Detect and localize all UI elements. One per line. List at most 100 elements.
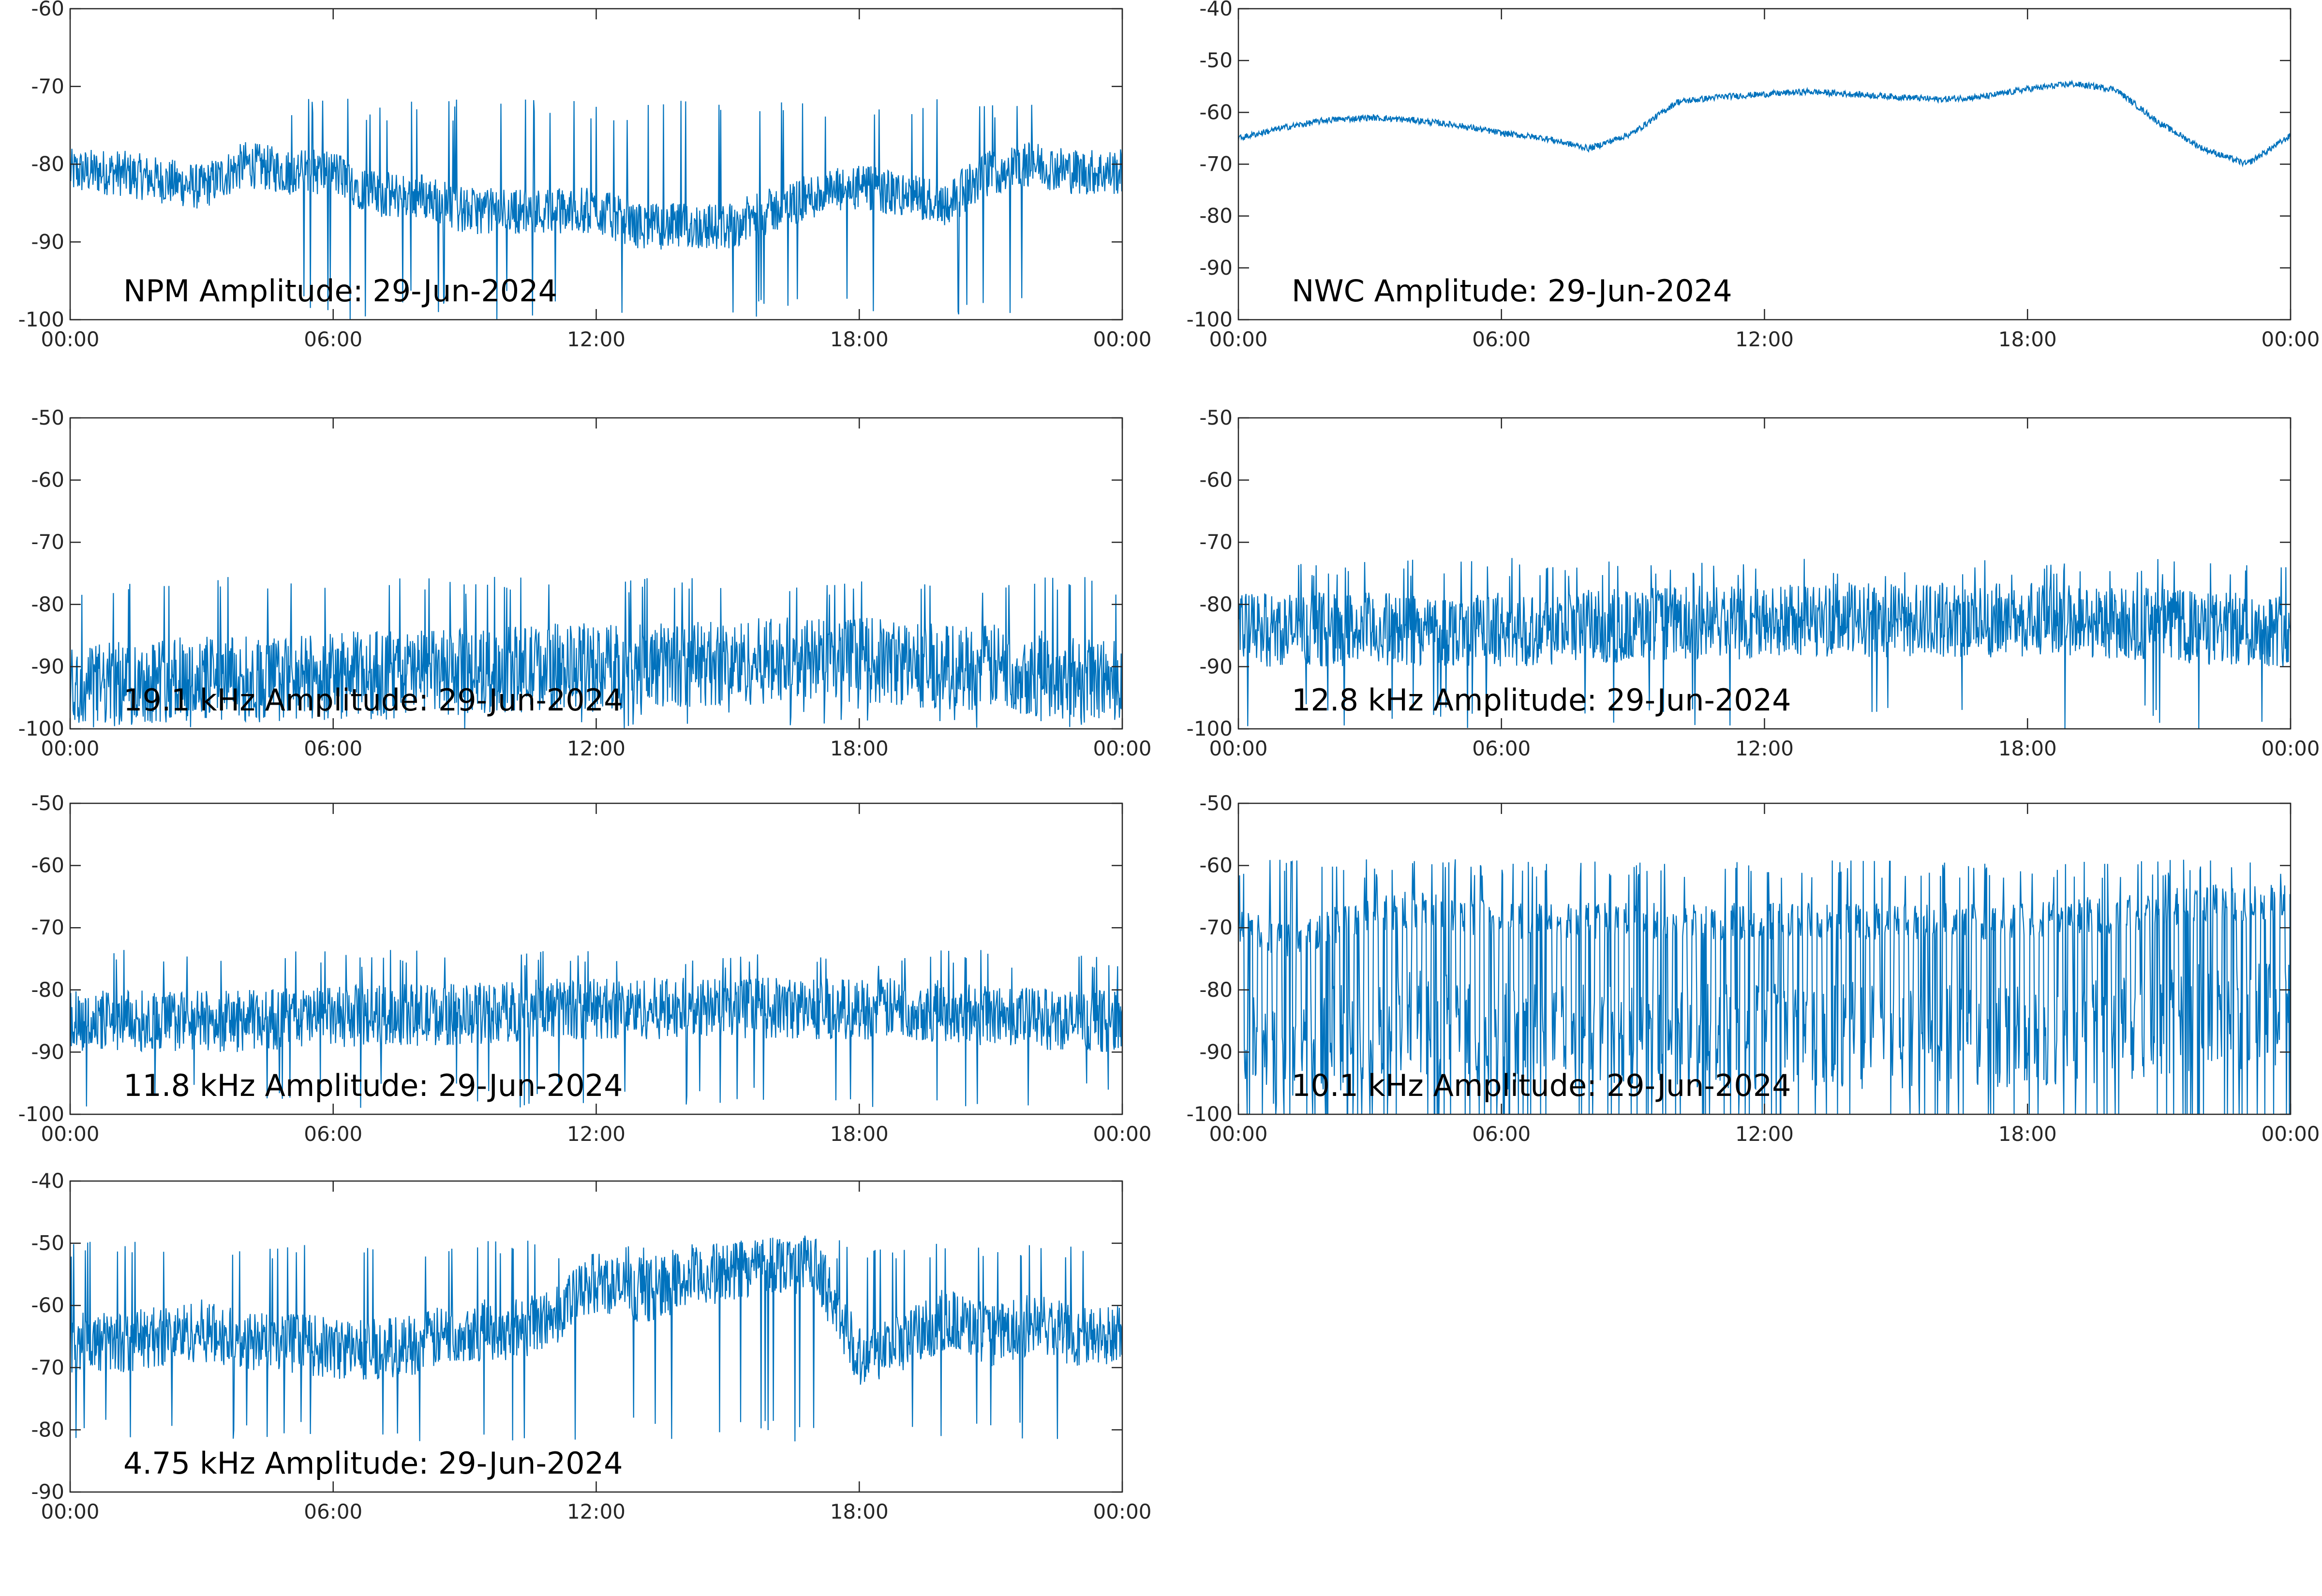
x-tick-label: 06:00 [1472,737,1531,760]
y-tick-label: -80 [31,152,64,176]
chart-title: 19.1 kHz Amplitude: 29-Jun-2024 [123,682,623,718]
y-tick-label: -60 [1199,100,1233,124]
x-tick-label: 00:00 [41,1500,99,1523]
x-tick-label: 00:00 [1093,1500,1151,1523]
y-tick-label: -50 [1199,791,1233,815]
x-tick-label: 18:00 [830,737,889,760]
x-tick-label: 06:00 [304,327,362,351]
y-tick-label: -100 [18,1102,64,1126]
x-tick-label: 06:00 [304,1122,362,1146]
y-tick-label: -90 [1199,256,1233,280]
x-tick-label: 12:00 [1735,737,1794,760]
x-tick-label: 00:00 [1209,1122,1267,1146]
x-tick-label: 06:00 [304,1500,362,1523]
y-tick-label: -100 [1187,717,1233,740]
series-line-3 [70,576,1122,729]
x-tick-label: 12:00 [567,737,625,760]
chart-panel-2: -100 -90 -80 -70 -60 -50 -40 00:00 06:00 12:00 18:… [1187,0,2320,351]
series-line-5 [70,950,1122,1108]
x-tick-label: 00:00 [1209,737,1267,760]
y-tick-label: -90 [31,230,64,253]
y-tick-label: -70 [31,1356,64,1379]
series-line-6 [1238,859,2291,1114]
y-tick-label: -80 [1199,204,1233,228]
x-tick-label: 06:00 [1472,1122,1531,1146]
y-tick-label: -70 [31,530,64,554]
chart-title: 10.1 kHz Amplitude: 29-Jun-2024 [1292,1068,1791,1103]
x-tick-label: 06:00 [304,737,362,760]
y-tick-label: -70 [31,74,64,98]
y-tick-label: -80 [31,592,64,616]
y-tick-label: -50 [1199,406,1233,429]
y-tick-label: -70 [31,916,64,939]
x-tick-label: 06:00 [1472,327,1531,351]
series-line-1 [70,99,1122,320]
x-tick-label: 12:00 [567,1500,625,1523]
series-line-7 [70,1235,1122,1442]
y-tick-label: -60 [31,0,64,20]
y-tick-label: -100 [1187,308,1233,331]
y-tick-label: -100 [18,717,64,740]
y-tick-label: -90 [31,1040,64,1064]
y-tick-label: -70 [1199,152,1233,176]
y-tick-label: -60 [31,854,64,877]
y-tick-label: -90 [31,654,64,678]
x-tick-label: 00:00 [41,327,99,351]
x-tick-label: 00:00 [1093,327,1151,351]
chart-title: NPM Amplitude: 29-Jun-2024 [123,273,557,309]
y-tick-label: -40 [1199,0,1233,20]
series-line-4 [1238,558,2291,729]
y-tick-label: -70 [1199,530,1233,554]
y-tick-label: -100 [18,308,64,331]
y-tick-label: -40 [31,1169,64,1193]
x-tick-label: 00:00 [2261,1122,2320,1146]
chart-panel-5: -100 -90 -80 -70 -60 -50 00:00 06:00 12:00 18:00 0… [18,791,1152,1146]
chart-panel-6: -100 -90 -80 -70 -60 -50 00:00 06:00 12:00 18:00 0… [1187,791,2320,1146]
x-tick-label: 00:00 [1093,1122,1151,1146]
y-tick-label: -80 [31,1418,64,1441]
y-tick-label: -90 [1199,1040,1233,1064]
x-tick-label: 18:00 [830,1122,889,1146]
y-tick-label: -60 [1199,854,1233,877]
y-tick-label: -60 [31,1293,64,1317]
x-tick-label: 12:00 [567,1122,625,1146]
y-tick-label: -50 [31,406,64,429]
y-tick-label: -80 [31,978,64,1002]
y-tick-label: -50 [31,791,64,815]
chart-panel-3: -100 -90 -80 -70 -60 -50 00:00 06:00 12:00 18:00 0… [18,406,1152,760]
x-tick-label: 00:00 [41,1122,99,1146]
x-tick-label: 00:00 [2261,327,2320,351]
y-tick-label: -50 [31,1231,64,1255]
series-line-2 [1238,79,2291,168]
chart-panel-7: -90 -80 -70 -60 -50 -40 00:00 06:00 12:00 18:00 00… [31,1169,1151,1523]
x-tick-label: 18:00 [1998,737,2057,760]
x-tick-label: 18:00 [1998,1122,2057,1146]
chart-panel-1: -100 -90 -80 -70 -60 00:00 06:00 12:00 18:00 00:0… [18,0,1152,351]
x-tick-label: 18:00 [830,1500,889,1523]
x-tick-label: 18:00 [830,327,889,351]
y-tick-label: -80 [1199,592,1233,616]
y-tick-label: -90 [31,1480,64,1504]
chart-title: 11.8 kHz Amplitude: 29-Jun-2024 [123,1068,623,1103]
y-tick-label: -60 [31,468,64,492]
x-tick-label: 00:00 [41,737,99,760]
x-tick-label: 00:00 [2261,737,2320,760]
y-tick-label: -60 [1199,468,1233,492]
chart-panel-4: -100 -90 -80 -70 -60 -50 00:00 06:00 12:00 18:00 0… [1187,406,2320,760]
x-tick-label: 12:00 [1735,327,1794,351]
x-tick-label: 00:00 [1093,737,1151,760]
chart-title: 12.8 kHz Amplitude: 29-Jun-2024 [1292,682,1791,718]
chart-title: 4.75 kHz Amplitude: 29-Jun-2024 [123,1446,623,1481]
x-tick-label: 12:00 [1735,1122,1794,1146]
y-tick-label: -90 [1199,654,1233,678]
x-tick-label: 12:00 [567,327,625,351]
y-tick-label: -70 [1199,916,1233,939]
chart-title: NWC Amplitude: 29-Jun-2024 [1292,273,1732,309]
y-tick-label: -50 [1199,48,1233,72]
chart-panels: -100 -90 -80 -70 -60 00:00 06:00 12:00 18:00 00:0… [18,0,2320,1523]
y-tick-label: -80 [1199,978,1233,1002]
y-tick-label: -100 [1187,1102,1233,1126]
x-tick-label: 18:00 [1998,327,2057,351]
